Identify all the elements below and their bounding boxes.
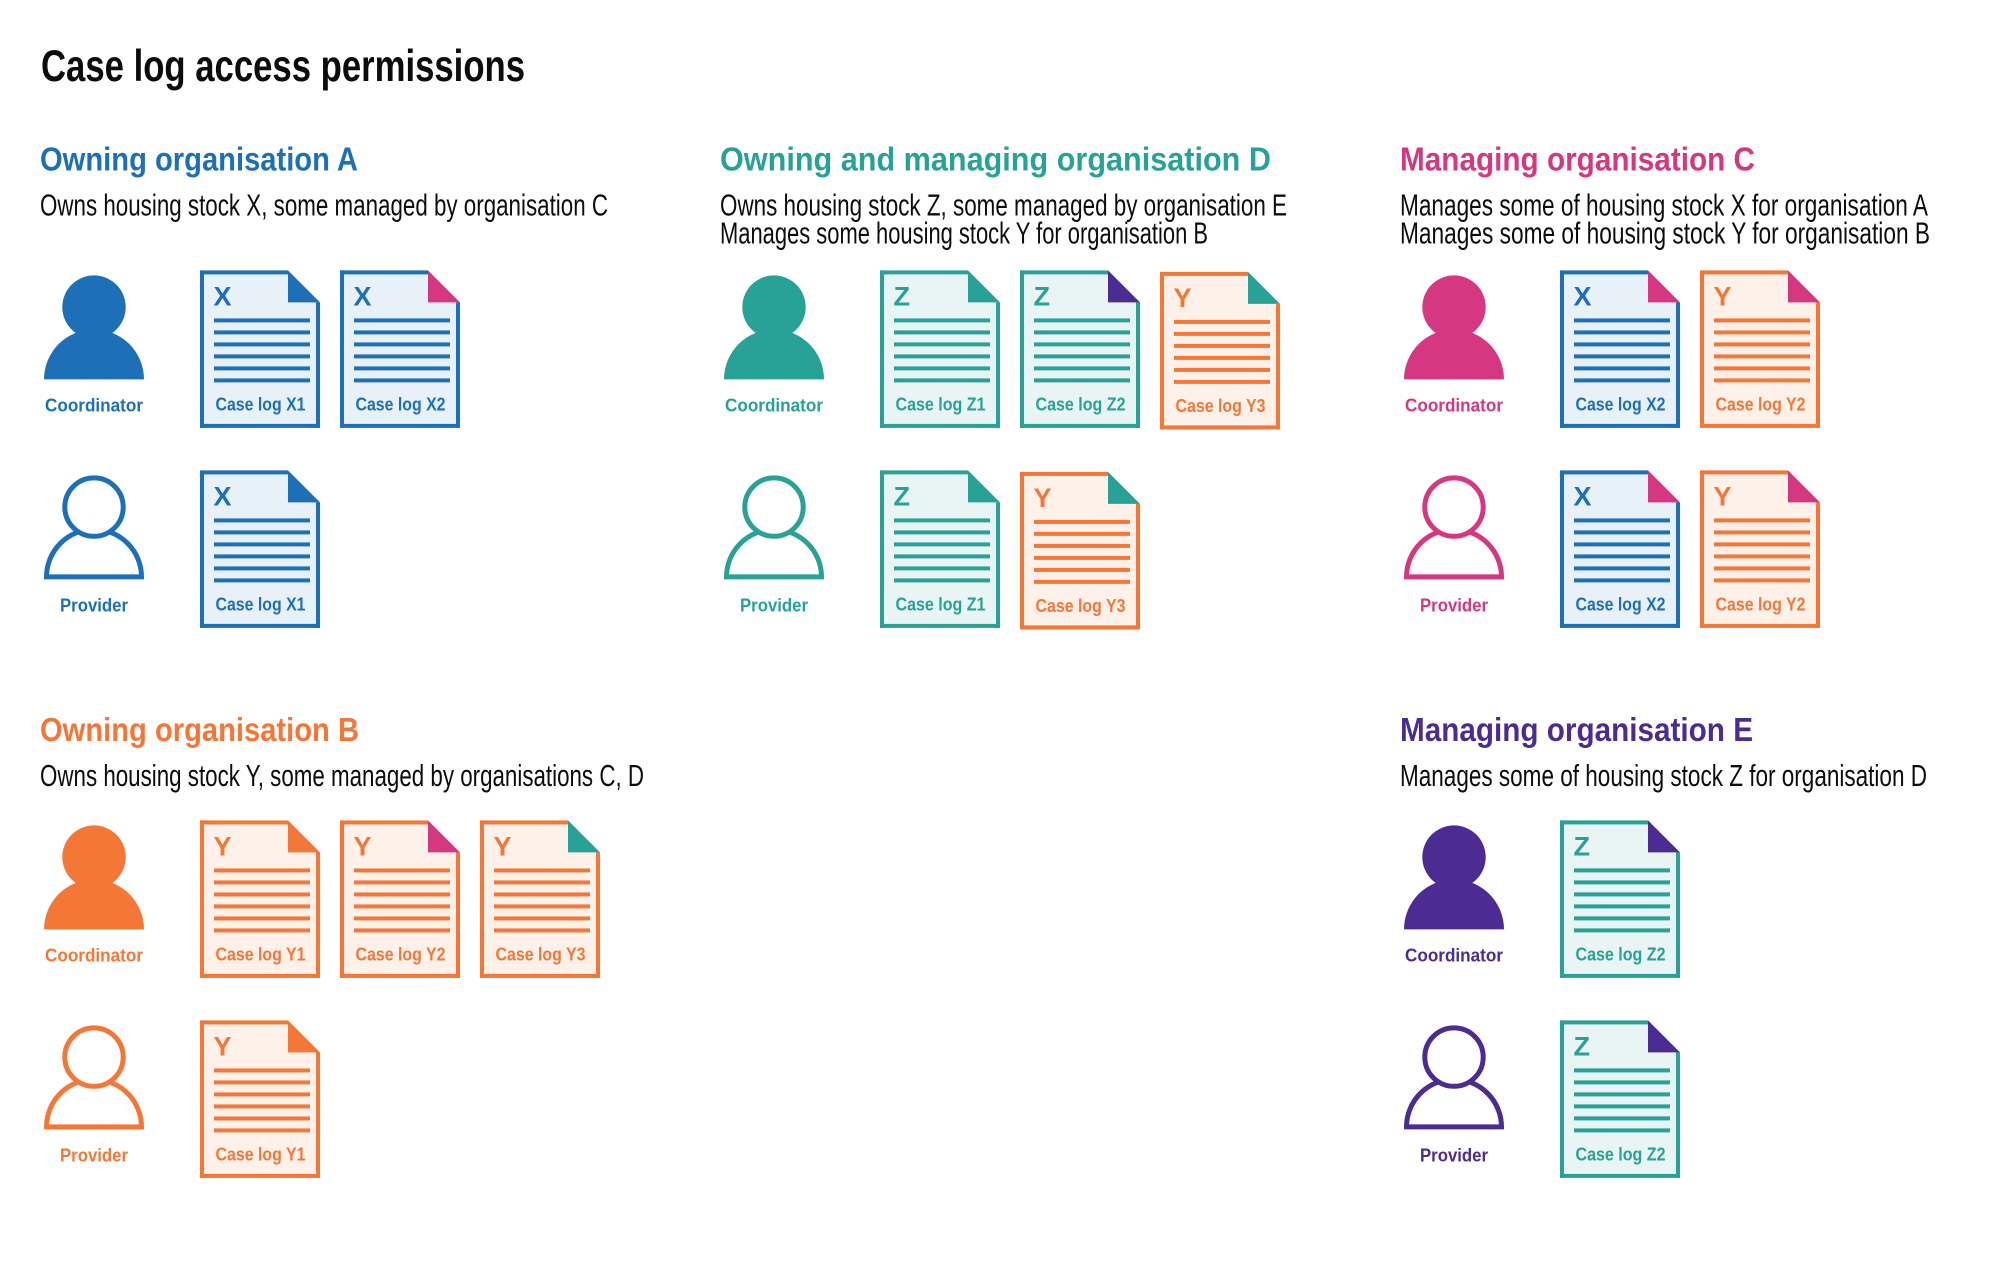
svg-text:X: X bbox=[214, 281, 232, 311]
svg-text:Case log Z1: Case log Z1 bbox=[896, 594, 986, 614]
svg-text:Case log X2: Case log X2 bbox=[1576, 594, 1666, 614]
svg-text:Case log Y3: Case log Y3 bbox=[496, 944, 586, 964]
svg-text:Z: Z bbox=[1574, 1031, 1591, 1061]
svg-text:Manages some housing stock Y f: Manages some housing stock Y for organis… bbox=[720, 216, 1208, 251]
svg-text:Case log X2: Case log X2 bbox=[356, 394, 446, 414]
svg-text:Owns housing stock Y, some man: Owns housing stock Y, some managed by or… bbox=[40, 758, 644, 793]
svg-text:Managing organisation E: Managing organisation E bbox=[1400, 712, 1753, 749]
svg-text:Coordinator: Coordinator bbox=[1405, 946, 1503, 966]
svg-text:Case log access permissions: Case log access permissions bbox=[41, 42, 525, 91]
svg-text:Managing organisation C: Managing organisation C bbox=[1400, 142, 1755, 179]
svg-text:Y: Y bbox=[1714, 281, 1732, 311]
svg-text:Y: Y bbox=[494, 831, 512, 861]
svg-text:Owning organisation B: Owning organisation B bbox=[40, 712, 359, 749]
svg-text:Case log Y2: Case log Y2 bbox=[1716, 394, 1806, 414]
svg-text:Case log Z2: Case log Z2 bbox=[1036, 394, 1126, 414]
svg-text:Case log X1: Case log X1 bbox=[216, 594, 306, 614]
svg-text:Coordinator: Coordinator bbox=[45, 396, 143, 416]
svg-text:Provider: Provider bbox=[60, 1146, 128, 1166]
svg-text:Owning organisation A: Owning organisation A bbox=[40, 142, 358, 179]
svg-text:Y: Y bbox=[354, 831, 372, 861]
svg-text:X: X bbox=[1574, 281, 1592, 311]
svg-text:Y: Y bbox=[1034, 483, 1052, 513]
svg-text:Owns housing stock Z, some man: Owns housing stock Z, some managed by or… bbox=[720, 188, 1287, 223]
svg-text:Provider: Provider bbox=[1420, 1146, 1488, 1166]
svg-text:Manages some of housing stock: Manages some of housing stock X for orga… bbox=[1400, 188, 1928, 223]
svg-text:Coordinator: Coordinator bbox=[725, 396, 823, 416]
svg-text:Coordinator: Coordinator bbox=[1405, 396, 1503, 416]
svg-text:Owns housing stock X, some man: Owns housing stock X, some managed by or… bbox=[40, 188, 608, 223]
svg-text:Case log Y3: Case log Y3 bbox=[1036, 596, 1126, 616]
svg-text:Case log Z2: Case log Z2 bbox=[1576, 1144, 1666, 1164]
svg-text:Y: Y bbox=[214, 831, 232, 861]
svg-text:Y: Y bbox=[1714, 481, 1732, 511]
svg-text:Z: Z bbox=[894, 481, 911, 511]
svg-text:Manages some of housing stock: Manages some of housing stock Y for orga… bbox=[1400, 216, 1930, 251]
svg-text:Manages some of housing stock: Manages some of housing stock Z for orga… bbox=[1400, 758, 1927, 793]
svg-text:Z: Z bbox=[1574, 831, 1591, 861]
svg-text:Case log X2: Case log X2 bbox=[1576, 394, 1666, 414]
svg-text:X: X bbox=[214, 481, 232, 511]
svg-text:Case log Y2: Case log Y2 bbox=[1716, 594, 1806, 614]
svg-text:Case log Y3: Case log Y3 bbox=[1176, 396, 1266, 416]
svg-text:Owning and managing organisati: Owning and managing organisation D bbox=[720, 142, 1271, 179]
svg-text:Z: Z bbox=[1034, 281, 1051, 311]
svg-text:Z: Z bbox=[894, 281, 911, 311]
svg-text:Case log Y1: Case log Y1 bbox=[216, 1144, 306, 1164]
svg-text:Case log Y2: Case log Y2 bbox=[356, 944, 446, 964]
svg-text:Provider: Provider bbox=[60, 596, 128, 616]
svg-text:Y: Y bbox=[1174, 283, 1192, 313]
svg-text:Coordinator: Coordinator bbox=[45, 946, 143, 966]
svg-text:Provider: Provider bbox=[740, 596, 808, 616]
svg-text:Case log Z2: Case log Z2 bbox=[1576, 944, 1666, 964]
svg-text:X: X bbox=[1574, 481, 1592, 511]
svg-text:Provider: Provider bbox=[1420, 596, 1488, 616]
svg-text:Y: Y bbox=[214, 1031, 232, 1061]
svg-text:Case log X1: Case log X1 bbox=[216, 394, 306, 414]
svg-text:X: X bbox=[354, 281, 372, 311]
svg-text:Case log Y1: Case log Y1 bbox=[216, 944, 306, 964]
svg-text:Case log Z1: Case log Z1 bbox=[896, 394, 986, 414]
